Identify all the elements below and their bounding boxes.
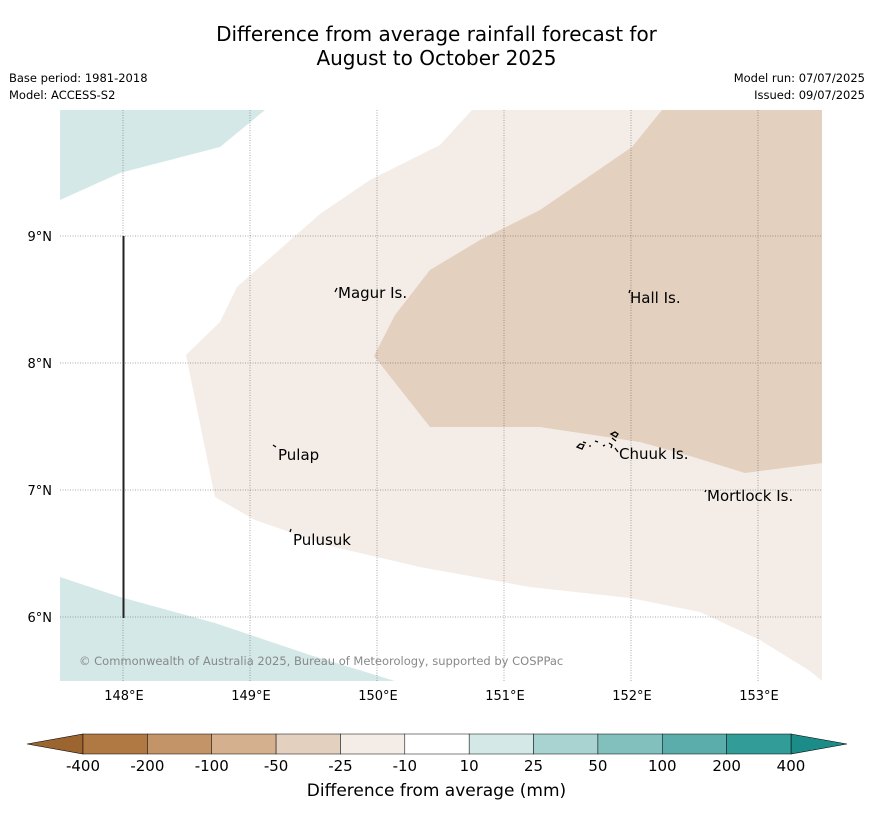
region-drier-dark (374, 110, 822, 473)
place-label-mortlock: Mortlock Is. (707, 487, 793, 505)
region-wetter-bottom-left (60, 577, 395, 681)
lon-label-150e: 150°E (358, 689, 398, 704)
colorbar-cell (404, 733, 470, 755)
colorbar-tick-label: 10 (460, 757, 479, 775)
colorbar-cell (533, 733, 599, 755)
colorbar-cell (726, 733, 792, 755)
place-label-pulap: Pulap (278, 446, 319, 464)
lon-label-148e: 148°E (104, 689, 144, 704)
place-label-magur: Magur Is. (338, 284, 407, 302)
colorbar-tick-label: 25 (524, 757, 543, 775)
colorbar: -400 -200 -100 -50 -25 -10 10 25 50 100 200 400 (26, 733, 848, 775)
longitude-labels: 148°E 149°E 150°E 151°E 152°E 153°E (104, 689, 779, 704)
colorbar-tick-label: -100 (195, 757, 229, 775)
lat-label-7n: 7°N (28, 484, 53, 499)
model-text: Model: ACCESS-S2 (9, 88, 116, 102)
colorbar-tick-label: -25 (328, 757, 353, 775)
lon-label-149e: 149°E (231, 689, 271, 704)
lat-label-8n: 8°N (28, 357, 53, 372)
colorbar-tick-label: 100 (648, 757, 677, 775)
colorbar-cell (211, 733, 277, 755)
lon-label-151e: 151°E (485, 689, 525, 704)
colorbar-tick-label: -10 (393, 757, 418, 775)
title-line-2: August to October 2025 (316, 46, 557, 70)
colorbar-cell (597, 733, 663, 755)
colorbar-low-extend (26, 733, 84, 755)
colorbar-tick-label: 400 (777, 757, 806, 775)
title-line-1: Difference from average rainfall forecas… (216, 22, 657, 46)
colorbar-tick-label: -200 (130, 757, 164, 775)
place-label-chuuk: Chuuk Is. (619, 445, 688, 463)
meta-right: Model run: 07/07/2025 Issued: 09/07/2025 (734, 70, 865, 104)
colorbar-high-extend (790, 733, 848, 755)
lon-label-152e: 152°E (612, 689, 652, 704)
issued-text: Issued: 09/07/2025 (754, 88, 865, 102)
place-label-pulusuk: Pulusuk (293, 531, 351, 549)
colorbar-tick-label: 50 (588, 757, 607, 775)
lon-label-153e: 153°E (739, 689, 779, 704)
colorbar-tick-label: -50 (264, 757, 289, 775)
grid-lines (60, 110, 822, 681)
colorbar-cell (82, 733, 148, 755)
copyright-text: © Commonwealth of Australia 2025, Bureau… (79, 654, 563, 668)
colorbar-tick-label: -400 (66, 757, 100, 775)
model-run-text: Model run: 07/07/2025 (733, 71, 865, 85)
region-wetter-top-left (60, 110, 265, 200)
place-labels: Magur Is. Hall Is. Pulap Chuuk Is. Mortl… (278, 284, 793, 549)
colorbar-cell (275, 733, 341, 755)
island-outlines (272, 287, 707, 533)
colorbar-cell (662, 733, 727, 755)
colorbar-cell (147, 733, 212, 755)
lat-label-9n: 9°N (28, 230, 53, 245)
map-title: Difference from average rainfall forecas… (0, 22, 873, 70)
latitude-labels: 9°N 8°N 7°N 6°N (28, 230, 53, 626)
base-period-text: Base period: 1981-2018 (9, 71, 148, 85)
colorbar-cell (340, 733, 406, 755)
meta-left: Base period: 1981-2018 Model: ACCESS-S2 (9, 70, 148, 104)
lat-label-6n: 6°N (28, 611, 53, 626)
colorbar-label: Difference from average (mm) (306, 781, 567, 801)
place-label-hall: Hall Is. (630, 289, 681, 307)
colorbar-tick-label: 200 (712, 757, 741, 775)
colorbar-cell (468, 733, 534, 755)
map-area: © Commonwealth of Australia 2025, Bureau… (60, 110, 822, 681)
